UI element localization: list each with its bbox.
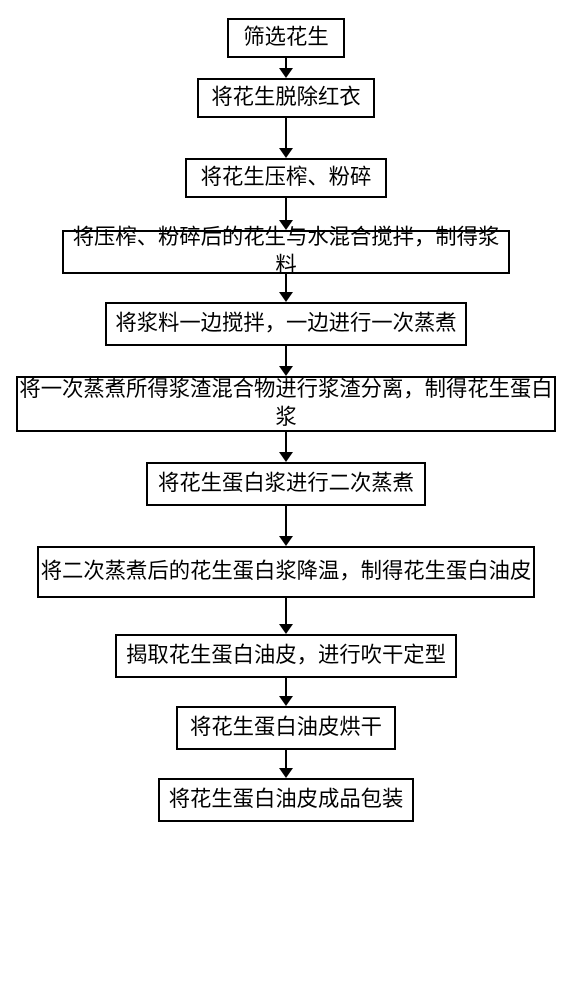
flowchart-node-9: 将花生蛋白油皮烘干 [176,706,396,750]
flowchart-node-2: 将花生压榨、粉碎 [185,158,387,198]
flowchart-node-5: 将一次蒸煮所得浆渣混合物进行浆渣分离，制得花生蛋白浆 [16,376,556,432]
arrow-shaft [285,346,287,366]
flowchart-node-4: 将浆料一边搅拌，一边进行一次蒸煮 [105,302,467,346]
arrow-head-icon [279,536,293,546]
flowchart-arrow-0 [279,58,293,78]
arrow-head-icon [279,452,293,462]
arrow-head-icon [279,366,293,376]
flowchart-arrow-9 [279,750,293,778]
arrow-head-icon [279,148,293,158]
arrow-shaft [285,598,287,624]
arrow-head-icon [279,696,293,706]
flowchart-node-6: 将花生蛋白浆进行二次蒸煮 [146,462,426,506]
arrow-shaft [285,198,287,220]
flowchart-node-10: 将花生蛋白油皮成品包装 [158,778,414,822]
flowchart-node-1: 将花生脱除红衣 [197,78,375,118]
arrow-shaft [285,432,287,452]
arrow-head-icon [279,68,293,78]
arrow-head-icon [279,292,293,302]
flowchart-arrow-3 [279,274,293,302]
flowchart-arrow-4 [279,346,293,376]
arrow-shaft [285,678,287,696]
flowchart-arrow-5 [279,432,293,462]
arrow-shaft [285,118,287,148]
arrow-shaft [285,58,287,68]
flowchart-arrow-6 [279,506,293,546]
flowchart-container: 筛选花生将花生脱除红衣将花生压榨、粉碎将压榨、粉碎后的花生与水混合搅拌，制得浆料… [0,0,572,822]
flowchart-node-7: 将二次蒸煮后的花生蛋白浆降温，制得花生蛋白油皮 [37,546,535,598]
flowchart-node-8: 揭取花生蛋白油皮，进行吹干定型 [115,634,457,678]
arrow-shaft [285,506,287,536]
flowchart-node-0: 筛选花生 [227,18,345,58]
flowchart-arrow-7 [279,598,293,634]
flowchart-arrow-8 [279,678,293,706]
arrow-shaft [285,750,287,768]
flowchart-arrow-1 [279,118,293,158]
arrow-head-icon [279,624,293,634]
arrow-head-icon [279,768,293,778]
flowchart-node-3: 将压榨、粉碎后的花生与水混合搅拌，制得浆料 [62,230,510,274]
arrow-shaft [285,274,287,292]
